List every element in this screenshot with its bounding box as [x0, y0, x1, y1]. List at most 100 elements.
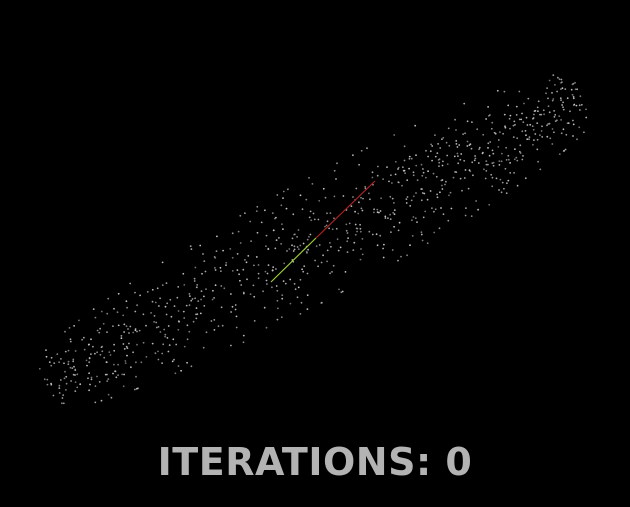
data-point: [404, 172, 406, 175]
data-point: [440, 207, 442, 209]
data-point: [415, 154, 417, 157]
data-point: [326, 212, 328, 215]
data-point: [100, 310, 103, 313]
data-point: [300, 301, 303, 304]
data-point: [164, 335, 167, 338]
data-point: [450, 207, 453, 210]
data-point: [438, 165, 440, 168]
data-point: [134, 388, 136, 391]
data-point: [369, 198, 371, 201]
data-point: [503, 90, 506, 93]
data-point: [162, 343, 165, 346]
data-point: [211, 298, 214, 301]
data-point: [275, 268, 277, 270]
data-point: [376, 174, 379, 177]
data-point: [393, 209, 396, 212]
data-point: [101, 350, 104, 353]
data-point: [253, 264, 255, 267]
data-point: [453, 155, 456, 158]
data-point: [553, 116, 556, 118]
data-point: [326, 220, 329, 223]
data-point: [195, 307, 198, 309]
data-point: [129, 325, 132, 328]
data-point: [346, 251, 349, 254]
data-point: [421, 174, 424, 177]
data-point: [485, 170, 488, 172]
data-point: [200, 298, 203, 301]
data-point: [61, 402, 63, 405]
data-point: [157, 358, 160, 361]
data-point: [322, 187, 325, 190]
data-point: [240, 284, 243, 286]
data-point: [106, 312, 109, 315]
data-point: [457, 155, 459, 158]
data-point: [516, 159, 519, 162]
data-point: [197, 300, 200, 302]
data-point: [217, 325, 220, 327]
data-point: [98, 331, 101, 334]
data-point: [165, 282, 168, 284]
data-point: [502, 132, 504, 135]
data-point: [214, 284, 217, 287]
data-point: [48, 361, 51, 363]
data-point: [562, 101, 564, 104]
data-point: [286, 250, 288, 252]
data-point: [560, 119, 562, 121]
data-point: [513, 120, 516, 123]
data-point: [442, 160, 444, 163]
data-point: [157, 326, 160, 328]
data-point: [294, 288, 297, 291]
data-point: [212, 289, 214, 292]
data-point: [235, 326, 238, 329]
data-point: [420, 188, 423, 190]
data-point: [87, 343, 90, 346]
data-point: [560, 78, 563, 81]
data-point: [433, 210, 435, 213]
data-point: [371, 176, 374, 179]
data-point: [329, 272, 331, 275]
data-point: [397, 181, 400, 184]
data-point: [202, 346, 205, 349]
data-point: [531, 125, 534, 127]
data-point: [361, 238, 364, 240]
data-point: [100, 346, 103, 349]
data-point: [415, 164, 418, 167]
data-point: [466, 145, 469, 147]
data-point: [137, 387, 139, 390]
data-point: [191, 298, 194, 300]
data-point: [427, 170, 429, 173]
data-point: [289, 278, 292, 281]
data-point: [225, 261, 228, 264]
data-point: [247, 255, 250, 257]
data-point: [309, 233, 312, 236]
data-point: [306, 252, 308, 254]
data-point: [541, 136, 544, 138]
data-point: [406, 179, 409, 182]
data-point: [373, 208, 375, 211]
data-point: [406, 254, 408, 257]
data-point: [301, 208, 304, 211]
data-point: [548, 79, 551, 82]
data-point: [397, 259, 399, 262]
data-point: [403, 145, 406, 148]
data-point: [455, 143, 458, 145]
data-point: [242, 291, 245, 294]
data-point: [576, 138, 578, 141]
data-point: [203, 260, 206, 262]
data-point: [69, 338, 72, 341]
data-point: [280, 316, 283, 319]
data-point: [522, 121, 525, 123]
data-point: [520, 118, 523, 121]
data-point: [387, 217, 389, 220]
data-point: [379, 210, 382, 212]
data-point: [99, 327, 101, 330]
data-point: [307, 248, 309, 251]
data-point: [359, 258, 362, 261]
data-point: [560, 132, 563, 135]
data-point: [485, 160, 488, 163]
data-point: [87, 377, 89, 380]
data-point: [188, 330, 191, 333]
data-point: [249, 293, 252, 295]
data-point: [257, 277, 260, 280]
data-point: [384, 215, 387, 218]
